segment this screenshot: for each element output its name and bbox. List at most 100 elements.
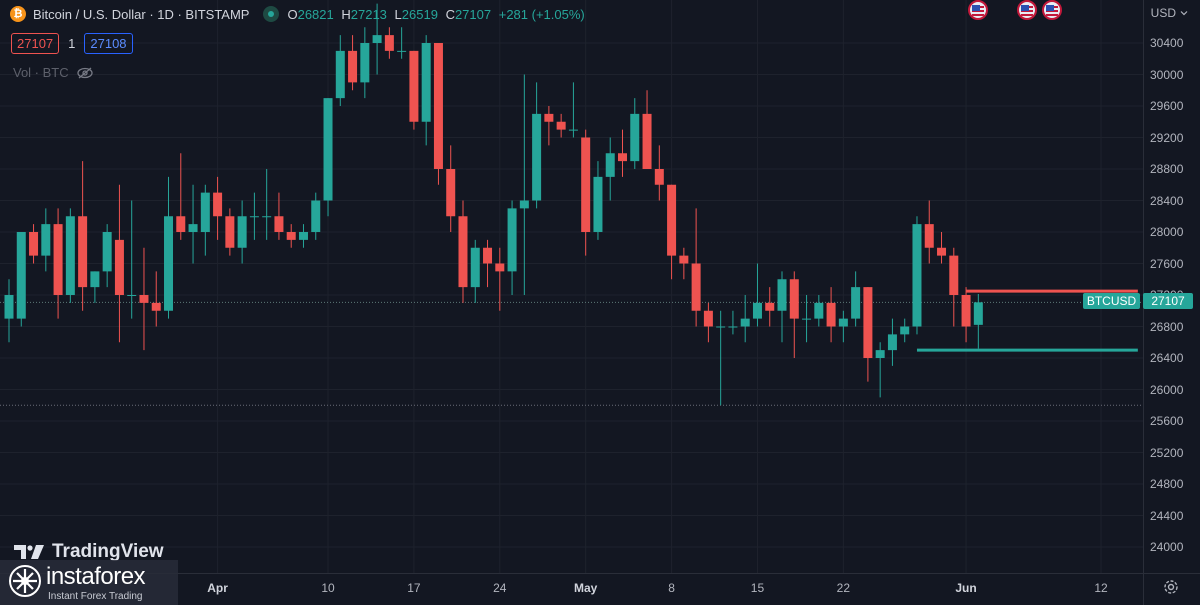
high-value: 27213	[350, 6, 387, 22]
candle-body	[348, 50, 358, 83]
trade-panel: 27107 1 27108	[11, 33, 133, 54]
symbol-title[interactable]: Bitcoin / U.S. Dollar · 1D · BITSTAMP	[33, 6, 250, 22]
chart-header: ₿ Bitcoin / U.S. Dollar · 1D · BITSTAMP …	[10, 6, 589, 22]
candle-body	[360, 43, 370, 83]
candle-body	[740, 318, 750, 327]
time-tick-label: Jun	[955, 581, 977, 595]
price-tick-label: 29200	[1150, 130, 1184, 145]
candle-body	[4, 295, 14, 319]
candle-body	[29, 232, 39, 256]
candle-body	[311, 200, 321, 232]
price-tick-label: 24800	[1150, 477, 1184, 491]
candle-body	[470, 247, 480, 288]
candlestick-series	[4, 3, 983, 406]
candle-body	[335, 50, 345, 99]
volume-indicator[interactable]: Vol · BTC	[13, 65, 93, 80]
candle-body	[605, 153, 615, 177]
gear-icon[interactable]	[1162, 578, 1180, 596]
price-tick-label: 30000	[1150, 67, 1184, 82]
candle-body	[716, 326, 726, 328]
price-tick-label: 26400	[1150, 351, 1184, 365]
price-tick-label: 26000	[1150, 382, 1184, 397]
candle-body	[789, 279, 799, 319]
price-tick-label: 25200	[1150, 445, 1184, 460]
candle-body	[838, 318, 848, 327]
candle-body	[961, 295, 971, 327]
quantity-value[interactable]: 1	[68, 36, 76, 51]
candle-body	[213, 192, 223, 217]
candle-body	[495, 263, 505, 272]
candle-body	[323, 98, 333, 201]
candle-body	[286, 232, 296, 240]
candle-body	[593, 176, 603, 232]
candle-body	[507, 208, 517, 272]
time-tick-label: 15	[750, 581, 765, 595]
candle-body	[556, 121, 566, 130]
price-tick-label: 24400	[1150, 508, 1184, 523]
candle-body	[421, 43, 431, 122]
candle-body	[446, 169, 456, 217]
last-price-tag: 27107	[1143, 293, 1193, 309]
close-label: C	[445, 6, 455, 22]
eye-off-icon[interactable]	[76, 67, 93, 79]
bitcoin-icon: ₿	[10, 6, 26, 22]
candle-body	[41, 224, 51, 256]
price-tick-label: 24000	[1150, 540, 1184, 554]
tradingview-logo: TradingView	[14, 541, 164, 563]
high-label: H	[341, 6, 351, 22]
candle-body	[642, 113, 652, 169]
candle-body	[900, 326, 910, 335]
time-tick-label: 24	[493, 581, 507, 595]
price-tick-label: 30400	[1150, 36, 1184, 50]
candle-body	[654, 169, 664, 185]
candle-body	[728, 326, 738, 328]
change-value: +281 (+1.05%)	[498, 6, 585, 22]
candle-body	[200, 192, 210, 232]
price-tick-label: 29600	[1150, 99, 1184, 113]
candle-body	[90, 271, 100, 288]
instaforex-logo-icon	[9, 565, 41, 597]
candle-body	[568, 129, 578, 131]
candle-body	[679, 255, 689, 264]
price-tick-label: 28400	[1150, 193, 1184, 208]
candle-body	[765, 302, 775, 311]
time-tick-label: 12	[1094, 581, 1108, 595]
candle-body	[53, 224, 63, 295]
time-tick-label: 17	[407, 581, 421, 595]
candle-body	[298, 232, 308, 240]
candle-body	[65, 216, 75, 295]
candle-body	[802, 318, 812, 320]
time-tick-label: Apr	[207, 581, 228, 595]
symbol-price-tag: BTCUSD	[1083, 293, 1140, 309]
low-value: 26519	[401, 6, 438, 22]
candle-body	[237, 216, 247, 248]
currency-selector[interactable]: USD	[1151, 6, 1188, 20]
price-tick-label: 25600	[1150, 414, 1184, 428]
us-flag-icon[interactable]	[968, 0, 989, 20]
candle-body	[519, 200, 529, 209]
candle-body	[777, 279, 787, 311]
close-value: 27107	[454, 6, 492, 22]
currency-label: USD	[1150, 6, 1176, 20]
candle-body	[532, 113, 542, 201]
candle-body	[139, 295, 149, 303]
chevron-down-icon	[1180, 11, 1188, 16]
price-levels	[0, 289, 1143, 406]
candle-body	[397, 50, 407, 52]
us-flag-icon[interactable]	[1041, 0, 1062, 20]
us-flag-icon[interactable]	[1017, 0, 1038, 20]
market-status-icon[interactable]	[263, 6, 280, 22]
tradingview-wordmark: TradingView	[52, 541, 164, 562]
buy-price-button[interactable]: 27108	[84, 33, 133, 54]
open-value: 26821	[297, 6, 334, 22]
candle-body	[814, 302, 824, 319]
price-tick-label: 28000	[1150, 225, 1184, 239]
candle-body	[114, 239, 124, 295]
time-tick-label: 10	[321, 581, 335, 595]
sell-price-button[interactable]: 27107	[11, 33, 60, 54]
candle-body	[912, 224, 922, 327]
low-label: L	[394, 6, 402, 22]
candle-body	[16, 232, 26, 319]
